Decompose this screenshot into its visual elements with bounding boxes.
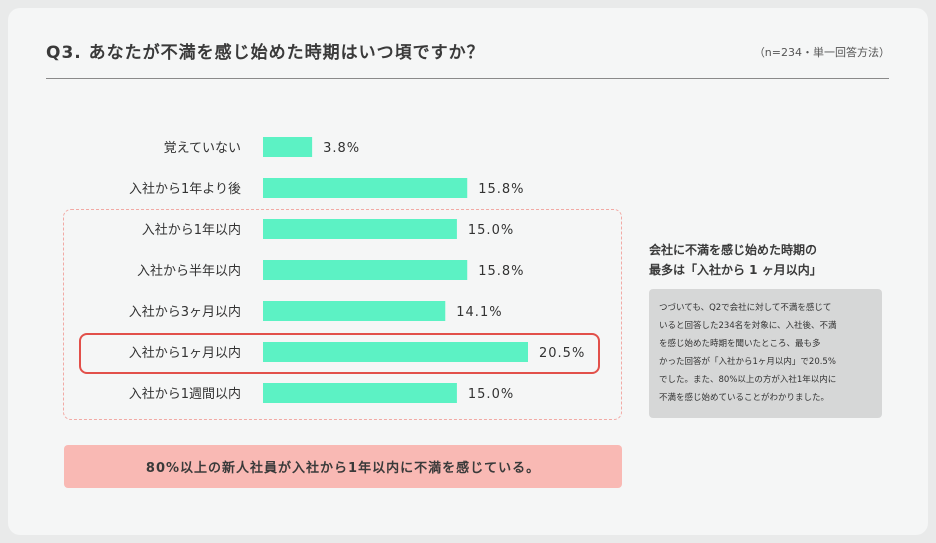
category-label: 入社から1週間以内 (129, 386, 241, 402)
category-label: 入社から1年より後 (129, 181, 241, 197)
category-label: 覚えていない (164, 141, 241, 156)
summary-line: つづいても、Q2で会社に対して不満を感じて (659, 303, 832, 313)
value-label: 15.0% (468, 387, 514, 402)
summary-line: かった回答が「入社から1ヶ月以内」で20.5% (659, 357, 836, 367)
conclusion-banner: 80%以上の新人社員が入社から1年以内に不満を感じている。 (64, 445, 622, 488)
summary-heading: 会社に不満を感じ始めた時期の 最多は「入社から 1 ヶ月以内」 (649, 240, 889, 280)
bar (263, 301, 446, 321)
bar (263, 178, 468, 198)
value-label: 14.1% (456, 305, 502, 320)
category-label: 入社から1年以内 (142, 222, 241, 238)
category-label: 入社から半年以内 (137, 263, 241, 279)
sample-size-note: （n=234・単一回答方法） (753, 46, 890, 59)
value-label: 3.8% (323, 141, 360, 156)
bar (263, 219, 457, 239)
summary-heading-line-1: 会社に不満を感じ始めた時期の (649, 243, 818, 257)
category-label: 入社から3ヶ月以内 (129, 304, 241, 320)
value-label: 15.8% (478, 182, 524, 197)
summary-line: 不満を感じ始めていることがわかりました。 (659, 393, 830, 403)
top-answer-highlight-box (79, 333, 600, 374)
bar (263, 260, 468, 280)
value-label: 20.5% (539, 346, 585, 361)
summary-line: いると回答した234名を対象に、入社後、不満 (659, 321, 837, 331)
category-label: 入社から1ヶ月以内 (129, 345, 241, 361)
summary-line: を感じ始めた時期を聞いたところ、最も多 (659, 339, 821, 349)
within-one-year-group-box (63, 209, 622, 420)
summary-line: でした。また、80%以上の方が入社1年以内に (659, 375, 837, 385)
summary-text-box: つづいても、Q2で会社に対して不満を感じて いると回答した234名を対象に、入社… (649, 289, 882, 418)
value-label: 15.0% (468, 223, 514, 238)
question-title: Q3. あなたが不満を感じ始めた時期はいつ頃ですか？ (46, 43, 485, 63)
summary-heading-line-2: 最多は「入社から 1 ヶ月以内」 (649, 263, 822, 277)
bar (263, 383, 457, 403)
bar (263, 137, 313, 157)
value-label: 15.8% (478, 264, 524, 279)
bar (263, 342, 528, 362)
title-divider (46, 78, 889, 79)
